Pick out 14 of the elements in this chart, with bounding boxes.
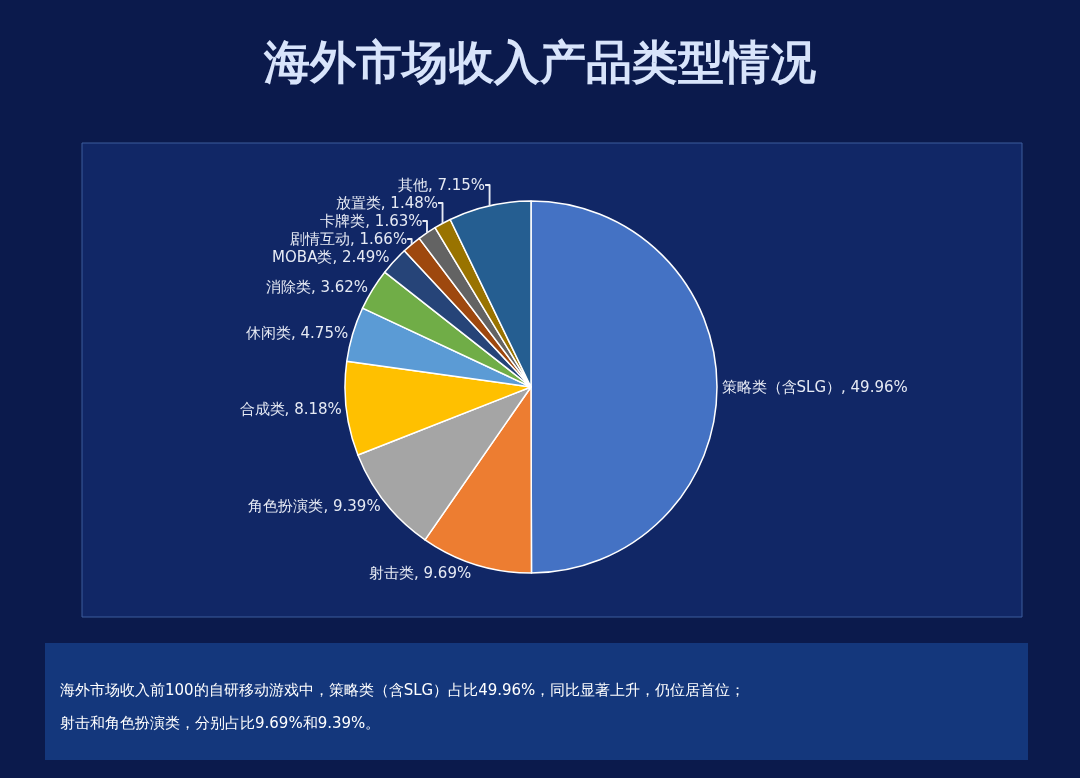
slice-label: 策略类（含SLG）, 49.96% — [721, 377, 908, 396]
slice-label: 放置类, 1.48% — [335, 193, 439, 212]
slice-label: 剧情互动, 1.66% — [289, 229, 408, 248]
slice-label: MOBA类, 2.49% — [272, 247, 390, 266]
slice-label: 卡牌类, 1.63% — [320, 211, 423, 230]
slice-label: 角色扮演类, 9.39% — [248, 496, 381, 515]
text: 射击和角色扮演类，分别占比9.69%和9.39%。 — [60, 714, 381, 732]
slice-label: 休闲类, 4.75% — [246, 324, 349, 343]
chart-title: 海外市场收入产品类型情况 — [263, 35, 816, 90]
slice-label: 消除类, 3.62% — [265, 278, 369, 297]
slice-label: 射击类, 9.69% — [369, 563, 472, 582]
text: 海外市场收入前100的自研移动游戏中，策略类（含SLG）占比49.96%，同比显著上升，仍位居首位； — [60, 681, 746, 699]
slice-label: 合成类, 8.18% — [239, 399, 342, 418]
slice-label: 其他, 7.15% — [397, 175, 486, 194]
